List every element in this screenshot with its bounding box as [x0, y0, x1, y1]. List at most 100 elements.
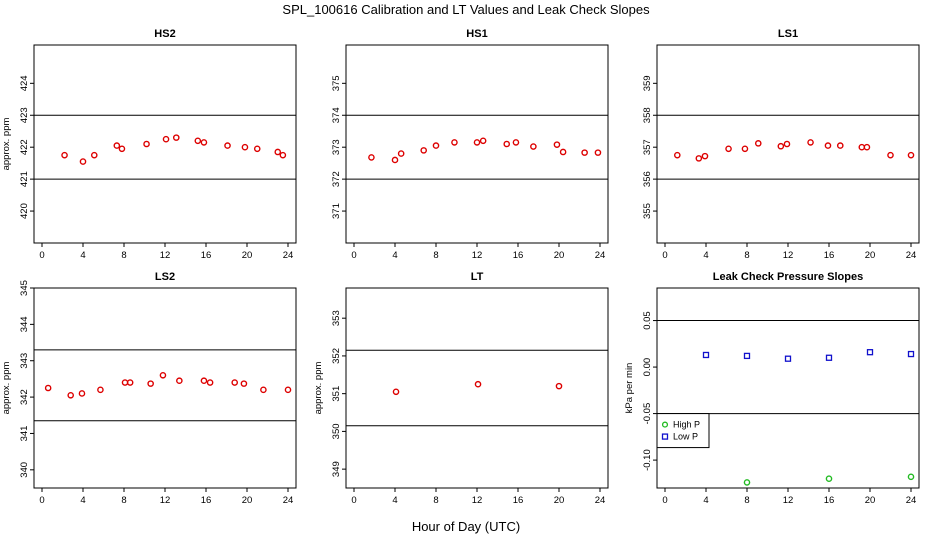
x-tick-label: 16: [513, 495, 524, 506]
data-point: [479, 137, 487, 145]
data-point: [97, 386, 104, 394]
data-point: [451, 139, 458, 146]
y-axis-label: approx. ppm: [313, 362, 324, 415]
x-tick-label: 16: [824, 495, 835, 506]
panel-hs2: HS2 0 4 8 12 16 20 24 420 421 422 423 424 approx. ppm: [1, 28, 297, 261]
y-tick-label: 374: [331, 107, 342, 123]
data-point: [863, 143, 871, 151]
y-tick-label: 359: [642, 75, 653, 91]
x-tick-label: 20: [242, 250, 253, 261]
data-point: [279, 151, 287, 159]
plot-frame: [33, 287, 297, 489]
x-tick-label: 20: [554, 495, 565, 506]
legend-marker: [661, 421, 669, 428]
data-point: [67, 391, 74, 399]
data-point: [701, 152, 709, 160]
data-point: [113, 142, 121, 149]
data-point: [702, 351, 710, 359]
data-point: [194, 137, 202, 145]
y-tick-label: 375: [331, 75, 342, 91]
x-tick-label: 24: [283, 250, 294, 261]
data-point: [118, 145, 126, 153]
data-point: [836, 142, 844, 149]
legend-marker: [661, 433, 669, 440]
data-point: [126, 379, 134, 386]
data-point: [512, 139, 520, 146]
data-point: [159, 371, 167, 379]
figure-title: SPL_100616 Calibration and LT Values and…: [282, 2, 650, 17]
panel-title: LS2: [155, 271, 175, 283]
x-tick-label: 24: [906, 250, 917, 261]
data-point: [253, 145, 261, 153]
x-tick-label: 20: [865, 495, 876, 506]
panel-leak-check-pressure-slopes: Leak Check Pressure Slopes 0 4 8 12 16 20 24 -0.…: [624, 271, 920, 506]
data-point: [887, 151, 894, 159]
panel-lt: LT 0 4 8 12 16 20 24 349 350 351 352 353 approx. ppm: [313, 271, 609, 506]
y-tick-label: 373: [331, 139, 342, 155]
data-point: [61, 151, 68, 159]
panel-title: HS2: [154, 28, 175, 40]
data-point: [78, 390, 86, 397]
x-tick-label: 12: [783, 495, 794, 506]
data-point: [754, 140, 762, 147]
y-tick-label: 356: [642, 171, 653, 187]
x-tick-label: 12: [160, 495, 171, 506]
y-tick-label: 420: [19, 203, 30, 219]
x-tick-label: 20: [865, 250, 876, 261]
data-point: [858, 143, 866, 151]
x-tick-label: 4: [392, 250, 397, 261]
y-tick-label: 423: [19, 107, 30, 123]
x-tick-label: 20: [554, 250, 565, 261]
data-point: [392, 388, 400, 396]
data-point: [241, 143, 249, 151]
plot-frame: [656, 287, 920, 489]
panel-hs1: HS1 0 4 8 12 16 20 24 371 372 373 374 375: [331, 28, 609, 261]
data-point: [907, 473, 915, 481]
x-tick-label: 8: [121, 495, 126, 506]
x-tick-label: 24: [283, 495, 294, 506]
data-point: [200, 377, 208, 385]
legend: High P Low P: [656, 413, 710, 449]
data-point: [284, 386, 292, 394]
data-point: [224, 142, 231, 149]
panel-ls1: LS1 0 4 8 12 16 20 24 355 356 357 358 359: [642, 28, 920, 261]
y-tick-label: 349: [331, 461, 342, 477]
data-point: [553, 141, 561, 148]
panel-title: LT: [471, 271, 484, 283]
data-point: [695, 155, 703, 162]
data-point: [784, 355, 792, 362]
y-tick-label: 351: [331, 386, 342, 402]
y-tick-label: 342: [19, 389, 30, 405]
x-tick-label: 0: [39, 495, 44, 506]
panel-title: HS1: [466, 28, 487, 40]
data-point: [555, 382, 563, 390]
data-point: [866, 349, 874, 356]
y-axis-label: approx. ppm: [1, 362, 12, 415]
x-tick-label: 24: [595, 495, 606, 506]
x-tick-label: 12: [472, 250, 483, 261]
x-tick-label: 4: [392, 495, 397, 506]
data-point: [368, 154, 375, 161]
y-tick-label: 341: [19, 426, 30, 442]
data-point: [420, 147, 428, 154]
data-point: [473, 139, 481, 146]
x-tick-label: 16: [201, 495, 212, 506]
y-tick-label: 344: [19, 316, 30, 332]
data-point: [44, 384, 52, 392]
panel-title: LS1: [778, 28, 798, 40]
data-point: [397, 150, 405, 157]
data-point: [725, 145, 732, 153]
data-point: [824, 142, 832, 149]
x-tick-label: 8: [744, 495, 749, 506]
data-point: [783, 140, 791, 148]
data-point: [147, 380, 154, 387]
data-point: [825, 354, 833, 361]
x-tick-label: 0: [662, 250, 667, 261]
data-point: [206, 379, 214, 386]
y-tick-label: 353: [331, 310, 342, 326]
y-tick-label: 0.00: [642, 358, 653, 377]
plot-frame: [33, 44, 297, 244]
legend-box: [656, 413, 710, 449]
